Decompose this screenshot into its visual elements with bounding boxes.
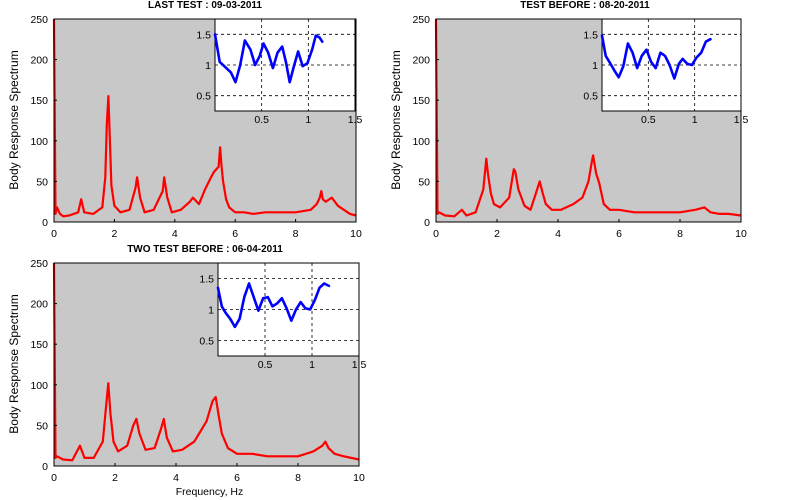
x-axis-label: Frequency, Hz: [176, 486, 244, 498]
y-tick-label: 200: [412, 55, 430, 67]
inset-x-tick-label: 1: [305, 114, 311, 126]
inset-y-tick-label: 1: [592, 60, 598, 72]
chart-title: TWO TEST BEFORE : 06-04-2011: [127, 244, 283, 255]
chart-title: LAST TEST : 09-03-2011: [148, 0, 262, 11]
x-tick-label: 10: [350, 228, 362, 240]
axes-frame: [53, 18, 357, 223]
spectrum-line: [434, 18, 742, 218]
x-tick-label: 8: [293, 228, 299, 240]
x-tick-label: 0: [433, 228, 439, 240]
inset-line: [600, 34, 712, 80]
inset-y-tick-label: 0.5: [196, 91, 211, 103]
inset-plot: 0.5 1 1.5 0.5 1 1.5: [583, 18, 749, 126]
inset-y-tick-label: 1: [205, 60, 211, 72]
inset-x-tick-label: 0.5: [641, 114, 656, 126]
x-tick-label: 6: [616, 228, 622, 240]
inset-x-tick-label: 1: [692, 114, 698, 126]
x-tick-label: 0: [51, 228, 57, 240]
axes-frame: [435, 18, 742, 223]
x-tick-label: 6: [232, 228, 238, 240]
y-tick-label: 0: [42, 217, 48, 229]
x-tick-label: 8: [295, 472, 301, 484]
inset-x-tick-label: 1.5: [352, 359, 367, 371]
y-axis-label: Body Response Spectrum: [7, 294, 21, 433]
inset-y-tick-label: 0.5: [583, 91, 598, 103]
y-tick-label: 150: [412, 95, 430, 107]
spectrum-line: [52, 18, 357, 218]
inset-plot: 0.5 1 1.5 0.5 1 1.5: [199, 262, 367, 371]
y-tick-label: 150: [30, 95, 48, 107]
x-tick-label: 4: [173, 472, 179, 484]
x-tick-label: 2: [494, 228, 500, 240]
inset-x-tick-label: 0.5: [258, 359, 273, 371]
y-tick-label: 250: [412, 14, 430, 26]
y-tick-label: 0: [424, 217, 430, 229]
y-tick-label: 200: [30, 55, 48, 67]
inset-line: [216, 282, 331, 329]
x-tick-label: 10: [735, 228, 747, 240]
y-tick-label: 50: [36, 420, 48, 432]
chart-title: TEST BEFORE : 08-20-2011: [520, 0, 650, 11]
y-tick-label: 100: [30, 380, 48, 392]
inset-x-tick-label: 1: [309, 359, 315, 371]
x-tick-label: 2: [112, 472, 118, 484]
inset-frame: [217, 262, 360, 357]
axes-frame: [53, 262, 360, 467]
y-tick-label: 50: [36, 176, 48, 188]
x-tick-label: 2: [111, 228, 117, 240]
inset-plot: 0.5 1 1.5 0.5 1 1.5: [196, 18, 363, 126]
inset-x-tick-label: 0.5: [254, 114, 269, 126]
spectrum-line: [52, 262, 360, 462]
y-tick-label: 50: [418, 176, 430, 188]
y-tick-label: 0: [42, 461, 48, 473]
y-axis-label: Body Response Spectrum: [389, 50, 403, 189]
x-tick-label: 6: [234, 472, 240, 484]
y-tick-label: 200: [30, 299, 48, 311]
inset-x-tick-label: 1.5: [734, 114, 749, 126]
x-tick-label: 8: [677, 228, 683, 240]
y-tick-label: 250: [30, 258, 48, 270]
y-tick-label: 150: [30, 339, 48, 351]
inset-y-tick-label: 1: [208, 305, 214, 317]
inset-line: [213, 32, 324, 84]
y-axis-label: Body Response Spectrum: [7, 50, 21, 189]
inset-y-tick-label: 1.5: [199, 274, 214, 286]
x-tick-label: 4: [555, 228, 561, 240]
inset-y-tick-label: 0.5: [199, 336, 214, 348]
inset-x-tick-label: 1.5: [348, 114, 363, 126]
x-tick-label: 4: [172, 228, 178, 240]
inset-y-tick-label: 1.5: [583, 29, 598, 41]
y-tick-label: 100: [30, 136, 48, 148]
x-tick-label: 10: [353, 472, 365, 484]
inset-y-tick-label: 1.5: [196, 29, 211, 41]
y-tick-label: 250: [30, 14, 48, 26]
y-tick-label: 100: [412, 136, 430, 148]
x-tick-label: 0: [51, 472, 57, 484]
